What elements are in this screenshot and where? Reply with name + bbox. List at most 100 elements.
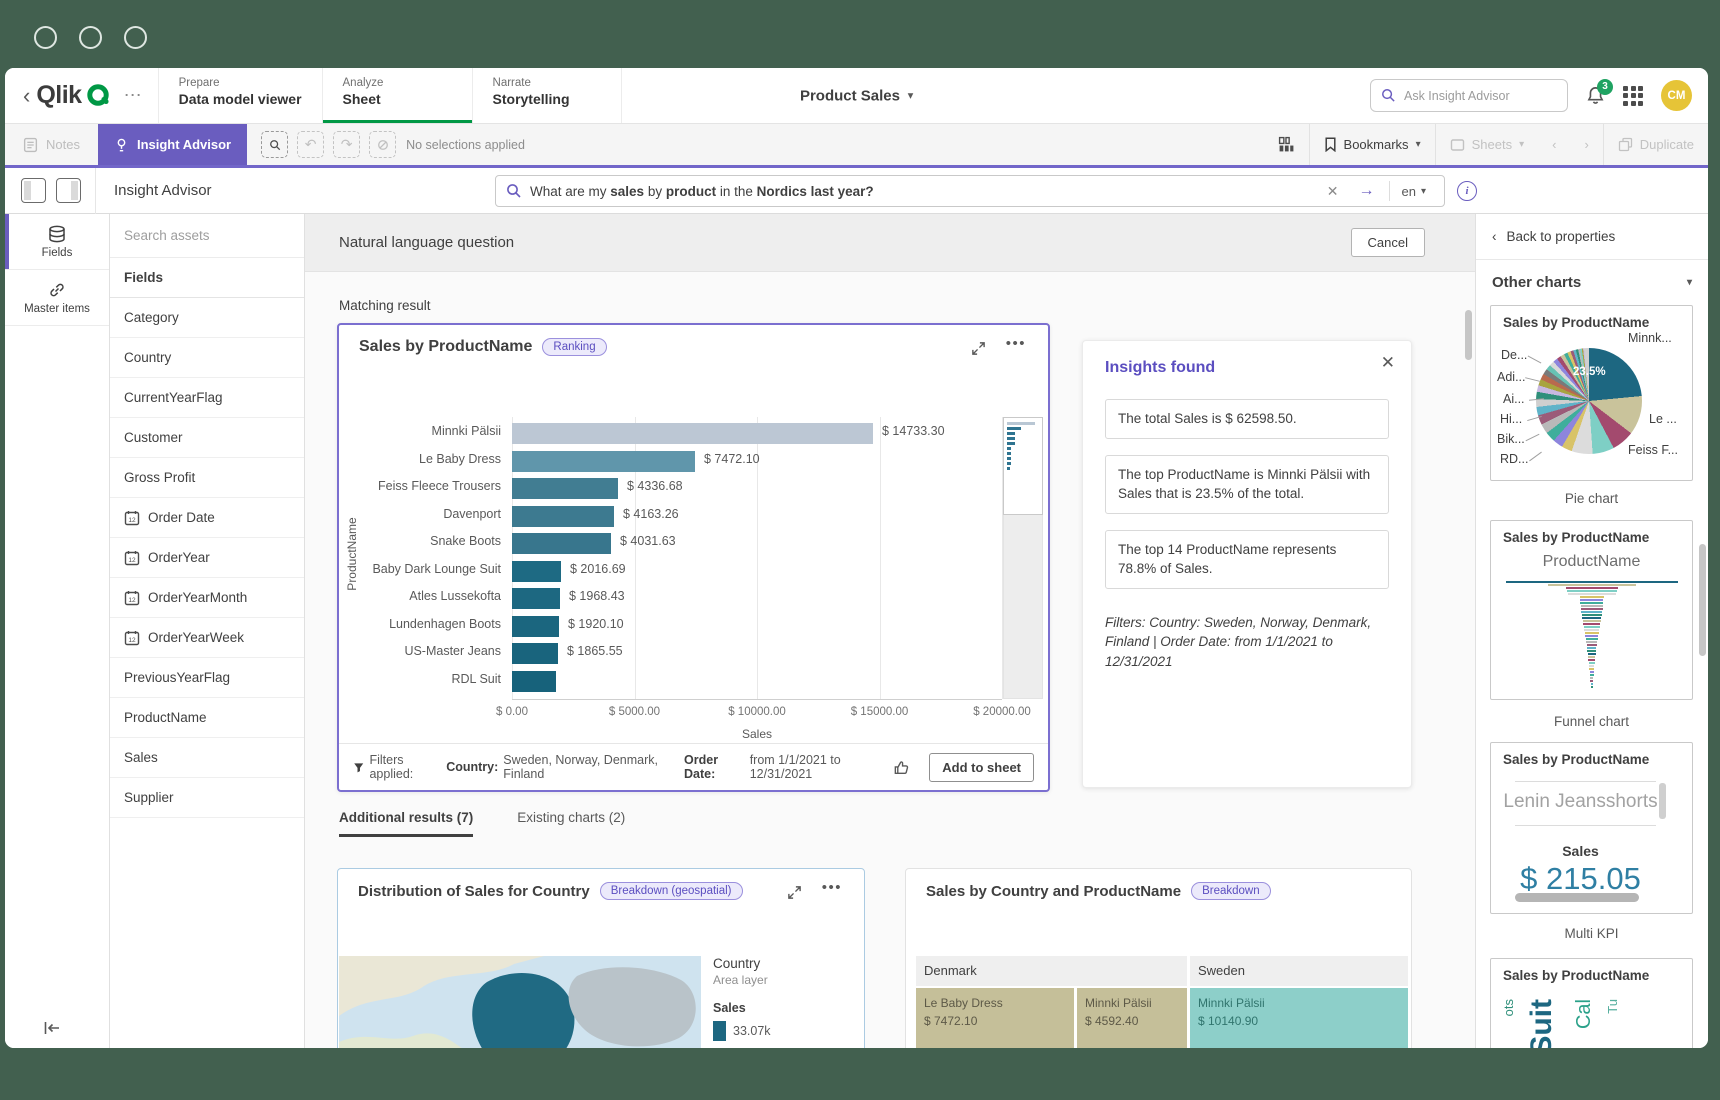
bar[interactable] xyxy=(512,615,559,637)
gridline xyxy=(634,417,636,699)
notes-button[interactable]: Notes xyxy=(5,124,98,165)
duplicate-button[interactable]: Duplicate xyxy=(1602,124,1708,165)
nav-tab-analyze[interactable]: Analyze Sheet xyxy=(321,68,472,123)
field-list-item[interactable]: Country xyxy=(110,338,304,378)
field-list-item[interactable]: Supplier xyxy=(110,778,304,818)
field-list-item[interactable]: CurrentYearFlag xyxy=(110,378,304,418)
treemap-cell[interactable]: Le Baby Dress $ 7472.10 xyxy=(916,988,1074,1048)
calendar-icon: 12 xyxy=(124,630,140,645)
calendar-icon: 12 xyxy=(124,510,140,525)
more-menu-icon[interactable]: ⋯ xyxy=(123,85,144,105)
cancel-button[interactable]: Cancel xyxy=(1350,228,1425,257)
bar[interactable] xyxy=(512,560,561,582)
field-list-item[interactable]: Customer xyxy=(110,418,304,458)
traffic-light-icon[interactable] xyxy=(34,26,57,49)
nav-tab-narrate[interactable]: Narrate Storytelling xyxy=(471,68,622,123)
kpi-vertical-scrollbar[interactable] xyxy=(1659,783,1666,819)
multi-kpi-suggestion-card[interactable]: Sales by ProductName Lenin Jeansshorts S… xyxy=(1490,742,1693,914)
expand-icon[interactable] xyxy=(971,341,986,356)
ask-insight-advisor-input[interactable]: Ask Insight Advisor xyxy=(1370,79,1568,112)
search-assets-input[interactable]: Search assets xyxy=(110,214,304,258)
bar[interactable] xyxy=(512,450,695,472)
treemap-cell-label: Minnki Pälsii xyxy=(1085,996,1152,1010)
minimap-window[interactable] xyxy=(1003,417,1043,515)
notifications-button[interactable]: 3 xyxy=(1586,78,1613,106)
treemap-card-title: Sales by Country and ProductName xyxy=(926,882,1182,900)
chevron-down-icon: ▾ xyxy=(1519,139,1525,150)
map-canvas[interactable] xyxy=(339,956,701,1048)
nl-query-input[interactable]: What are my sales by product in the Nord… xyxy=(495,175,1445,207)
expand-icon[interactable] xyxy=(787,885,802,900)
kpi-horizontal-scrollbar[interactable] xyxy=(1515,893,1639,902)
window-traffic-lights[interactable] xyxy=(34,26,147,49)
distribution-map-card[interactable]: Distribution of Sales for Country Breakd… xyxy=(337,868,865,1048)
content-scrollbar[interactable] xyxy=(1465,310,1472,360)
field-list-item[interactable]: 12 OrderYearMonth xyxy=(110,578,304,618)
back-to-properties-button[interactable]: ‹ Back to properties xyxy=(1476,214,1708,260)
toggle-left-panel-icon[interactable] xyxy=(21,178,46,203)
more-options-icon[interactable]: ••• xyxy=(821,879,842,896)
language-selector[interactable]: en ▾ xyxy=(1394,184,1435,199)
mekko-chart-suggestion-card[interactable]: Sales by ProductName ots Suit Cal Tu xyxy=(1490,958,1693,1048)
sales-by-productname-card[interactable]: Sales by ProductName Ranking ••• Product… xyxy=(337,323,1050,792)
pie-chart-suggestion-card[interactable]: Sales by ProductName 23.5% Minnk... Le .… xyxy=(1490,305,1693,481)
bar[interactable] xyxy=(512,533,611,554)
nav-tab-prepare[interactable]: Prepare Data model viewer xyxy=(157,68,322,123)
toggle-right-panel-icon[interactable] xyxy=(56,178,81,203)
chart-minimap-scrollbar[interactable] xyxy=(1003,417,1043,699)
sidebar-item-fields[interactable]: Fields xyxy=(5,214,109,270)
app-title-dropdown[interactable]: Product Sales ▾ xyxy=(800,87,913,104)
funnel-chart-suggestion-card[interactable]: Sales by ProductName ProductName xyxy=(1490,520,1693,700)
close-icon[interactable]: ✕ xyxy=(1380,353,1395,372)
pie-card-title: Sales by ProductName xyxy=(1503,315,1650,330)
collapse-panel-icon[interactable] xyxy=(43,1020,61,1036)
sheet-layout-icon[interactable] xyxy=(1264,124,1309,165)
field-list-item[interactable]: 12 Order Date xyxy=(110,498,304,538)
sidebar-item-master-items[interactable]: Master items xyxy=(5,270,109,326)
treemap-group-sweden: Sweden xyxy=(1190,956,1408,986)
other-charts-section[interactable]: Other charts ▾ xyxy=(1476,260,1708,304)
minimap-bar xyxy=(1007,432,1015,435)
funnel-strip xyxy=(1589,665,1594,667)
tab-additional-results[interactable]: Additional results (7) xyxy=(339,810,474,837)
properties-scrollbar[interactable] xyxy=(1699,544,1706,656)
sheets-button[interactable]: Sheets ▾ xyxy=(1434,124,1539,165)
add-to-sheet-button[interactable]: Add to sheet xyxy=(929,752,1035,782)
field-list-item[interactable]: Gross Profit xyxy=(110,458,304,498)
bar[interactable] xyxy=(512,505,614,527)
more-options-icon[interactable]: ••• xyxy=(1005,335,1026,352)
thumbs-up-icon[interactable] xyxy=(893,759,910,776)
avatar[interactable]: CM xyxy=(1661,80,1692,111)
minimap-track[interactable] xyxy=(1003,515,1043,699)
insight-advisor-tab[interactable]: Insight Advisor xyxy=(97,124,248,165)
field-list-item[interactable]: Category xyxy=(110,298,304,338)
pie-label: Hi... xyxy=(1500,412,1523,426)
app-grid-icon[interactable] xyxy=(1623,85,1643,106)
bar[interactable] xyxy=(512,643,558,664)
gridline xyxy=(879,417,881,699)
treemap-cell[interactable]: Minnki Pälsii $ 10140.90 xyxy=(1190,988,1408,1048)
back-icon[interactable]: ‹ xyxy=(23,82,31,108)
traffic-light-icon[interactable] xyxy=(124,26,147,49)
clear-query-icon[interactable]: ✕ xyxy=(1326,182,1339,199)
treemap-cell[interactable]: Minnki Pälsii $ 4592.40 xyxy=(1077,988,1187,1048)
field-list-item[interactable]: ProductName xyxy=(110,698,304,738)
bar[interactable] xyxy=(512,670,556,692)
info-icon[interactable]: i xyxy=(1457,181,1477,201)
treemap-card[interactable]: Sales by Country and ProductName Breakdo… xyxy=(905,868,1412,1048)
field-list-item[interactable]: 12 OrderYear xyxy=(110,538,304,578)
tab-existing-charts[interactable]: Existing charts (2) xyxy=(517,810,626,825)
bar[interactable] xyxy=(512,478,618,499)
smart-search-icon[interactable] xyxy=(261,131,289,158)
query-entity: Nordics xyxy=(756,183,807,199)
bar[interactable] xyxy=(512,588,560,609)
field-list-item[interactable]: 12 OrderYearWeek xyxy=(110,618,304,658)
field-list-item[interactable]: Sales xyxy=(110,738,304,778)
field-list-item[interactable]: PreviousYearFlag xyxy=(110,658,304,698)
bookmarks-button[interactable]: Bookmarks ▾ xyxy=(1308,124,1435,165)
bookmarks-label: Bookmarks xyxy=(1343,137,1409,152)
bookmark-icon xyxy=(1324,137,1336,152)
traffic-light-icon[interactable] xyxy=(79,26,102,49)
bar[interactable] xyxy=(512,423,873,444)
submit-query-icon[interactable]: → xyxy=(1358,182,1375,199)
